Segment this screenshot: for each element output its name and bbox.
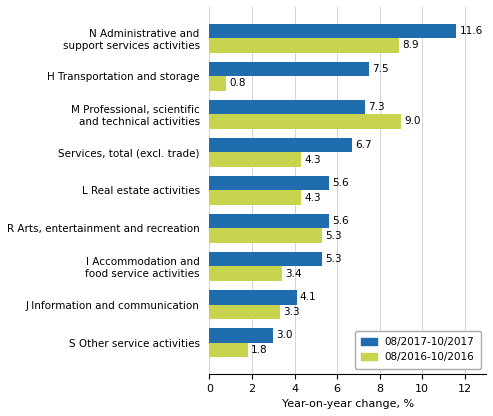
Bar <box>210 228 322 243</box>
Text: 4.3: 4.3 <box>304 154 321 164</box>
Text: 4.1: 4.1 <box>300 292 317 302</box>
Text: 5.6: 5.6 <box>332 216 349 226</box>
Text: 6.7: 6.7 <box>355 140 372 150</box>
Bar <box>210 24 456 38</box>
Text: 8.9: 8.9 <box>402 40 419 50</box>
Text: 7.3: 7.3 <box>368 102 385 112</box>
Bar <box>210 138 352 152</box>
Bar <box>210 176 328 191</box>
Bar <box>210 114 401 129</box>
Bar <box>210 305 280 319</box>
Bar <box>210 290 297 305</box>
Text: 3.0: 3.0 <box>277 330 293 340</box>
Text: 9.0: 9.0 <box>404 116 421 126</box>
Text: 5.3: 5.3 <box>325 254 342 264</box>
Bar <box>210 38 399 52</box>
Legend: 08/2017-10/2017, 08/2016-10/2016: 08/2017-10/2017, 08/2016-10/2016 <box>354 331 481 369</box>
Bar <box>210 252 322 267</box>
Text: 0.8: 0.8 <box>230 78 246 88</box>
Text: 5.6: 5.6 <box>332 178 349 188</box>
Bar <box>210 328 273 343</box>
Text: 3.4: 3.4 <box>285 269 302 279</box>
Bar <box>210 76 226 91</box>
Text: 1.8: 1.8 <box>251 345 268 355</box>
Bar <box>210 191 301 205</box>
Text: 11.6: 11.6 <box>459 26 483 36</box>
Text: 4.3: 4.3 <box>304 193 321 203</box>
Text: 7.5: 7.5 <box>372 64 389 74</box>
Text: 3.3: 3.3 <box>283 307 299 317</box>
X-axis label: Year-on-year change, %: Year-on-year change, % <box>282 399 414 409</box>
Bar <box>210 214 328 228</box>
Text: 5.3: 5.3 <box>325 230 342 241</box>
Bar <box>210 100 365 114</box>
Bar <box>210 343 247 357</box>
Bar <box>210 267 282 281</box>
Bar <box>210 152 301 167</box>
Bar <box>210 62 369 76</box>
